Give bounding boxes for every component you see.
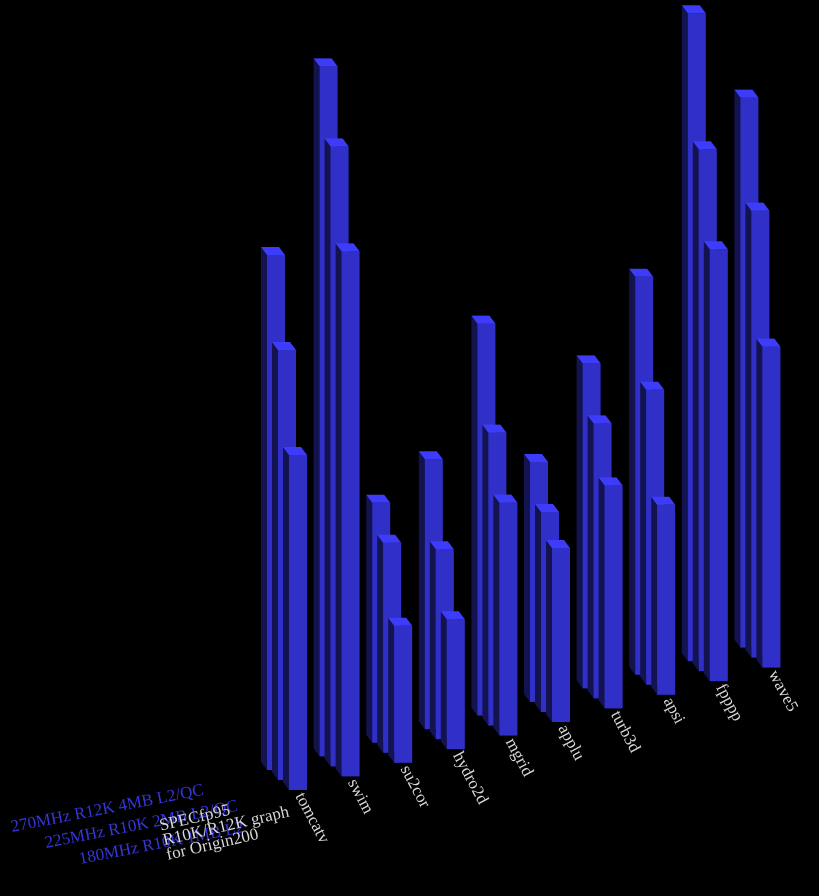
x-tick-label: hydro2d [449,748,493,807]
bar-top [681,5,706,14]
bar-side [493,494,500,736]
bar-top [524,454,548,462]
bar-side [734,89,741,648]
bar-side [546,540,552,722]
bar [546,540,570,722]
x-tick-label: swim [344,775,378,816]
bar-side [703,241,710,682]
bar-top [493,494,518,503]
bar-top [745,202,770,211]
bar-top [377,534,402,543]
bar-side [335,243,342,777]
bar-side [418,451,425,730]
x-tick-label: turb3d [607,707,645,756]
bar [703,241,728,682]
bar [598,477,623,709]
bar-side [471,315,478,716]
bar-side [535,504,541,712]
bar-side [283,447,289,790]
bar-side [429,541,436,740]
bar-top [272,342,296,350]
bar-side [388,617,395,763]
bar-front [289,455,307,790]
bar-top [629,268,654,277]
bar-side [482,424,489,726]
x-tick-label: su2cor [397,762,435,811]
bar-front [446,619,465,750]
bar-top [756,338,781,347]
bar-front [394,625,413,763]
x-tick-label: wave5 [765,667,803,715]
x-tick-label: tomcatv [291,789,334,847]
bar-front [604,485,623,709]
bar [651,496,676,695]
bar-top [388,617,413,626]
bar-top [324,138,349,147]
bar-side [651,496,658,695]
bar-side [440,611,447,750]
bar-side [745,202,752,658]
bar-top [471,315,496,324]
x-tick-label: mgrid [502,735,538,780]
bar-top [734,89,759,98]
bar-top [535,504,559,512]
bar [388,617,413,763]
bar-top [692,141,717,150]
bar-side [313,58,320,757]
bar-top [651,496,676,505]
bar-top [429,541,454,550]
bar-top [703,241,728,250]
bar [283,447,307,790]
bar [493,494,518,736]
bar-side [324,138,331,767]
bar-side [629,268,636,675]
bar-side [598,477,605,709]
bar-side [366,494,373,743]
bar-front [709,249,728,682]
bar-front [552,548,570,722]
bar-top [313,58,338,67]
bar-side [692,141,699,672]
bar-front [657,504,676,695]
bar-top [576,355,601,364]
x-tick-label: fpppp [712,680,747,724]
bar-top [366,494,391,503]
bar [756,338,781,668]
bar-top [546,540,570,548]
bar [335,243,360,777]
bar-top [440,611,465,620]
bar-side [681,5,688,662]
x-tick-label: applu [554,721,589,764]
bar-top [418,451,443,460]
bar-side [756,338,763,668]
bar-front [499,502,518,736]
x-tick-label: apsi [660,694,690,727]
bar-top [283,447,307,455]
bar-side [261,247,267,770]
bar-side [576,355,583,689]
bar-side [272,342,278,780]
bar-top [482,424,507,433]
bar-side [640,381,647,685]
bar-top [261,247,285,255]
bar-top [587,415,612,424]
bar-side [524,454,530,702]
bar-top [640,381,665,390]
bar-front [762,346,781,668]
bar-top [598,477,623,486]
bar-front [341,251,360,777]
bar-side [587,415,594,699]
bar [440,611,465,750]
bar-side [377,534,384,753]
bar-top [335,243,360,252]
